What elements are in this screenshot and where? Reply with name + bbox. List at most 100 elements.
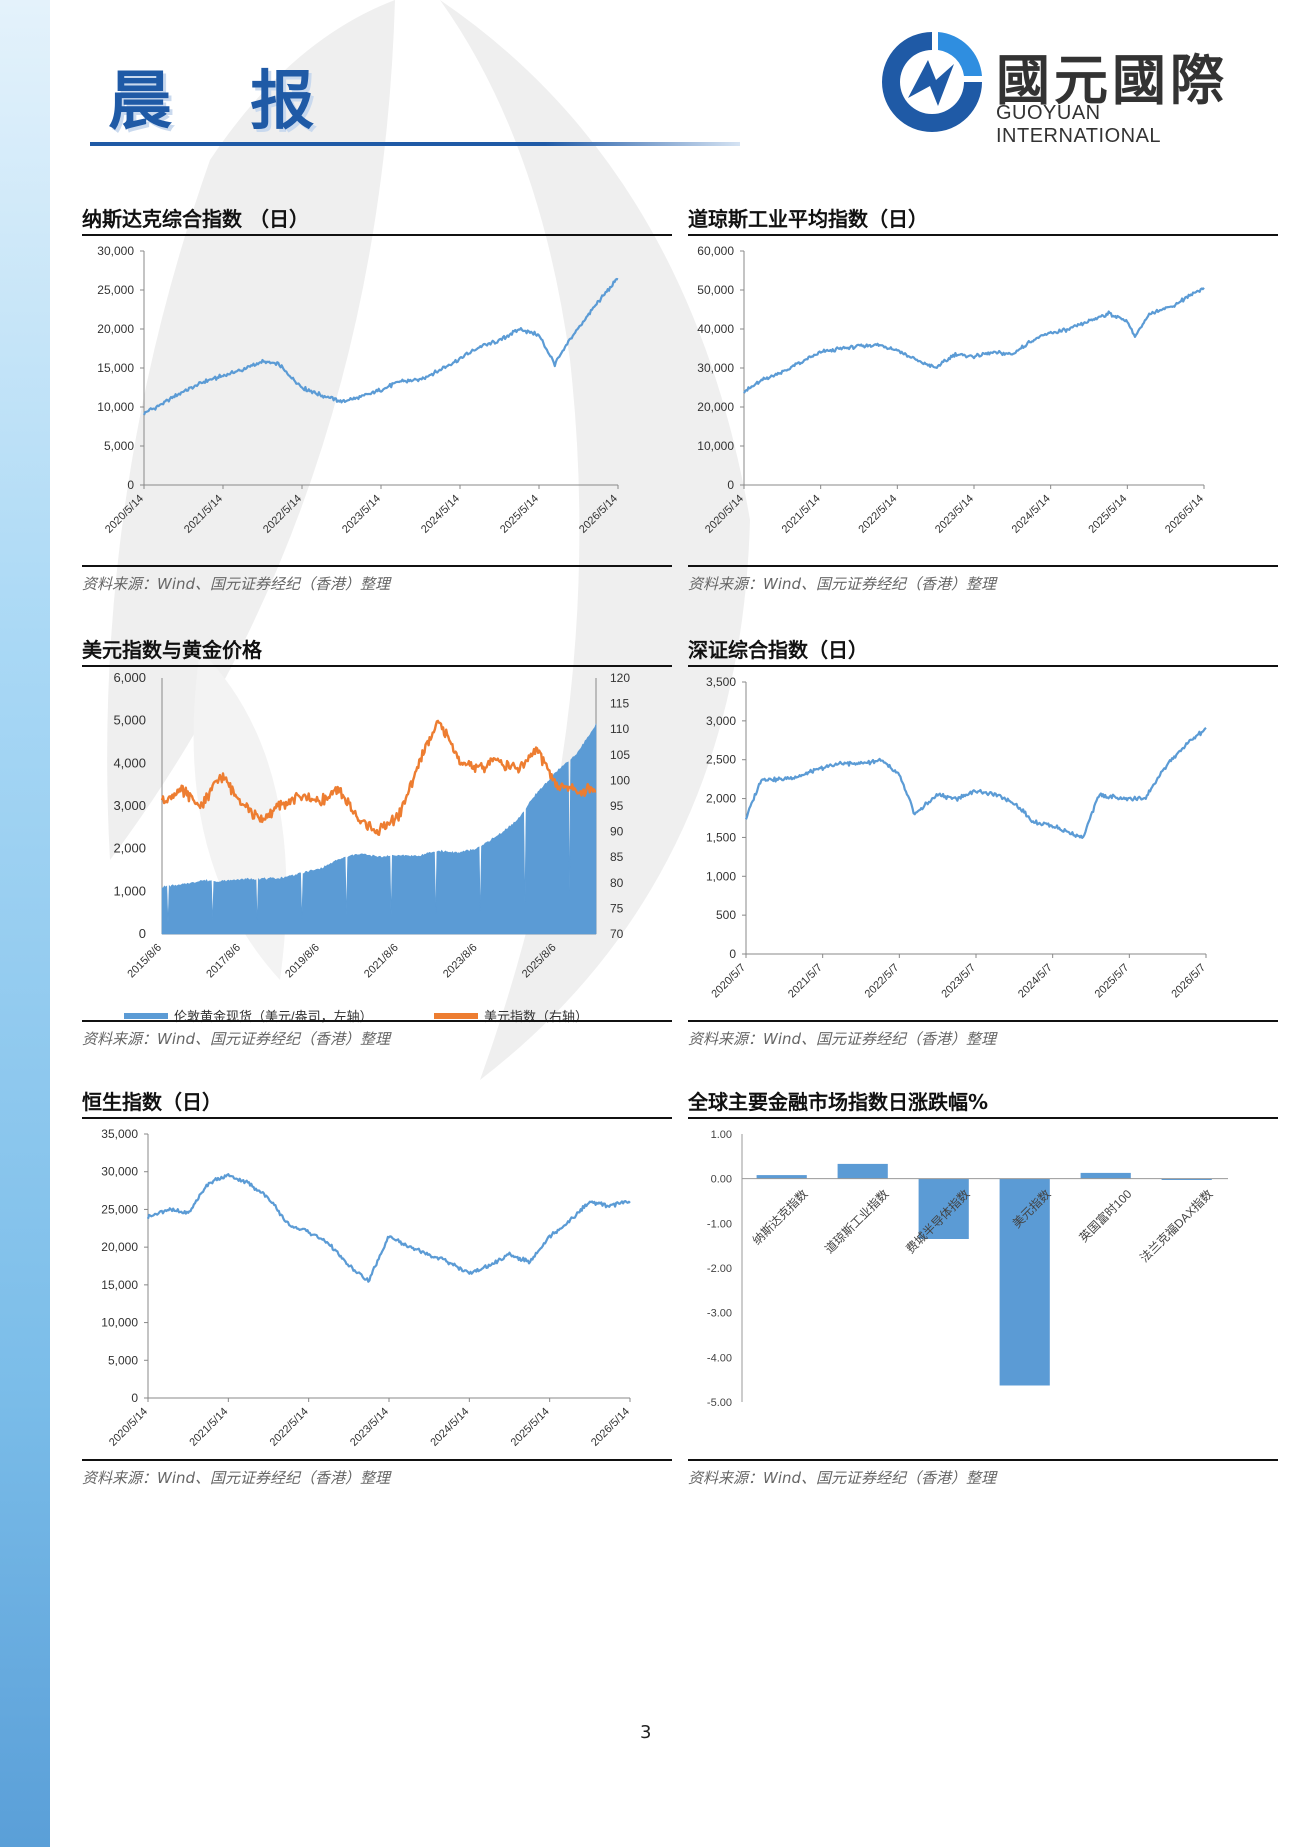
- source-note: 资料来源：Wind、国元证券经纪（香港）整理: [82, 1030, 391, 1048]
- dow-line-chart: 0 10,000 20,000 30,000 40,000 50,000 60,000 202…: [697, 244, 1206, 536]
- panel-global-markets: 全球主要金融市场指数日涨跌幅% 1.00 0.00 -1.00 -2.00 -3.00 -…: [688, 1086, 1278, 1496]
- panel-top-rule: [688, 665, 1278, 667]
- x-tick-label: 2026/5/14: [589, 1406, 632, 1449]
- logo-mark-icon: [882, 32, 982, 132]
- left-tick-label: 4,000: [113, 755, 146, 770]
- series-line: [146, 1173, 631, 1283]
- y-tick-label: -2.00: [707, 1263, 732, 1275]
- source-note: 资料来源：Wind、国元证券经纪（香港）整理: [688, 575, 997, 593]
- x-tick-label: 2026/5/7: [1169, 962, 1208, 1001]
- y-tick-label: -5.00: [707, 1397, 732, 1409]
- category-label: 英国富时100: [1076, 1186, 1135, 1245]
- x-tick-label: 2020/5/14: [107, 1406, 150, 1449]
- y-tick-label: 2,000: [706, 792, 736, 806]
- bar-1: [756, 1175, 807, 1179]
- page-number: 3: [640, 1722, 652, 1743]
- x-tick-label: 2024/5/14: [419, 493, 462, 536]
- left-tick-label: 6,000: [113, 670, 146, 685]
- x-tick-label: 2024/5/14: [428, 1406, 471, 1449]
- panel-bottom-rule: [688, 1459, 1278, 1461]
- y-tick-label: 10,000: [97, 400, 134, 414]
- panel-title: 纳斯达克综合指数 （日）: [82, 207, 309, 231]
- panel-title: 恒生指数（日）: [82, 1090, 222, 1114]
- panel-title: 全球主要金融市场指数日涨跌幅%: [688, 1090, 989, 1114]
- x-tick-label: 2021/5/7: [786, 962, 825, 1001]
- y-tick-label: 35,000: [101, 1127, 138, 1141]
- category-label: 道琼斯工业指数: [822, 1186, 892, 1256]
- x-tick-label: 2023/8/6: [441, 942, 480, 981]
- y-tick-label: 0: [729, 947, 736, 961]
- panel-hsi: 恒生指数（日） 0 5,000 10,000 15,000 20,000 25,000 30…: [82, 1086, 672, 1496]
- category-label: 法兰克福DAX指数: [1137, 1186, 1216, 1265]
- y-tick-label: 50,000: [697, 283, 734, 297]
- y-tick-label: 0.00: [711, 1174, 732, 1186]
- y-tick-label: 20,000: [97, 322, 134, 336]
- y-tick-label: 60,000: [697, 244, 734, 258]
- y-tick-label: 5,000: [104, 439, 134, 453]
- bar-2: [837, 1163, 888, 1179]
- x-tick-label: 2022/5/14: [268, 1406, 311, 1449]
- y-tick-label: 5,000: [108, 1353, 138, 1367]
- series-line: [142, 277, 619, 416]
- series-line: [744, 726, 1207, 839]
- y-tick-label: 3,000: [706, 714, 736, 728]
- x-tick-label: 2024/5/14: [1010, 493, 1053, 536]
- y-tick-label: 3,500: [706, 675, 736, 689]
- panel-bottom-rule: [82, 1459, 672, 1461]
- left-tick-label: 2,000: [113, 841, 146, 856]
- right-tick-label: 90: [610, 825, 624, 839]
- bar-4: [999, 1178, 1050, 1386]
- usd-gold-combo-chart: 0 1,000 2,000 3,000 4,000 5,000 6,000 70 75 80 85 9…: [113, 670, 630, 1024]
- x-tick-label: 2023/5/14: [348, 1406, 391, 1449]
- y-tick-label: 30,000: [97, 244, 134, 258]
- x-tick-label: 2025/5/14: [498, 493, 541, 536]
- right-tick-label: 100: [610, 773, 630, 787]
- panel-bottom-rule: [688, 1020, 1278, 1022]
- panel-bottom-rule: [82, 1020, 672, 1022]
- y-tick-label: 1,500: [706, 830, 736, 844]
- y-tick-label: 0: [127, 478, 134, 492]
- szse-line-chart: 0 500 1,000 1,500 2,000 2,500 3,000 3,500 2020/5…: [706, 675, 1208, 1001]
- hsi-line-chart: 0 5,000 10,000 15,000 20,000 25,000 30,000 35,0…: [101, 1127, 632, 1449]
- y-tick-label: 1.00: [711, 1129, 732, 1141]
- source-note: 资料来源：Wind、国元证券经纪（香港）整理: [82, 575, 391, 593]
- right-tick-label: 70: [610, 927, 624, 941]
- series-line: [743, 287, 1205, 394]
- legend-usd-swatch: [434, 1013, 478, 1019]
- y-tick-label: 0: [727, 478, 734, 492]
- panel-top-rule: [688, 1117, 1278, 1119]
- global-markets-bar-chart: 1.00 0.00 -1.00 -2.00 -3.00 -4.00 -5.00 纳斯达克指数道…: [707, 1129, 1228, 1409]
- y-tick-label: 10,000: [697, 439, 734, 453]
- x-tick-label: 2020/5/14: [703, 493, 746, 536]
- panel-bottom-rule: [82, 565, 672, 567]
- nasdaq-line-chart: 0 5,000 10,000 15,000 20,000 25,000 30,000 2020…: [97, 244, 620, 536]
- x-tick-label: 2022/5/14: [261, 493, 304, 536]
- y-tick-label: -4.00: [707, 1352, 732, 1364]
- usd-line: [160, 719, 597, 836]
- y-tick-label: 2,500: [706, 753, 736, 767]
- bar-3: [918, 1178, 969, 1239]
- left-tick-label: 5,000: [113, 713, 146, 728]
- panel-top-rule: [82, 1117, 672, 1119]
- gold-area: [161, 723, 597, 935]
- logo-name-en: GUOYUAN INTERNATIONAL: [996, 102, 1162, 147]
- panel-bottom-rule: [688, 565, 1278, 567]
- right-tick-label: 80: [610, 876, 624, 890]
- panel-usd-gold: 美元指数与黄金价格 0 1,000 2,000 3,000 4,000 5,000 6,00…: [82, 634, 672, 1054]
- source-note: 资料来源：Wind、国元证券经纪（香港）整理: [82, 1469, 391, 1487]
- x-tick-label: 2024/5/7: [1016, 962, 1055, 1001]
- x-tick-label: 2025/5/7: [1093, 962, 1132, 1001]
- right-tick-label: 75: [610, 901, 624, 915]
- y-tick-label: 15,000: [101, 1278, 138, 1292]
- y-tick-label: -3.00: [707, 1308, 732, 1320]
- right-tick-label: 105: [610, 748, 630, 762]
- x-tick-label: 2017/8/6: [204, 942, 243, 981]
- company-logo: 國元國際 GUOYUAN INTERNATIONAL: [878, 28, 1248, 147]
- x-tick-label: 2021/8/6: [362, 942, 401, 981]
- y-tick-label: 40,000: [697, 322, 734, 336]
- source-note: 资料来源：Wind、国元证券经纪（香港）整理: [688, 1030, 997, 1048]
- y-tick-label: 500: [716, 908, 736, 922]
- y-tick-label: 15,000: [97, 361, 134, 375]
- source-note: 资料来源：Wind、国元证券经纪（香港）整理: [688, 1469, 997, 1487]
- panel-top-rule: [82, 234, 672, 236]
